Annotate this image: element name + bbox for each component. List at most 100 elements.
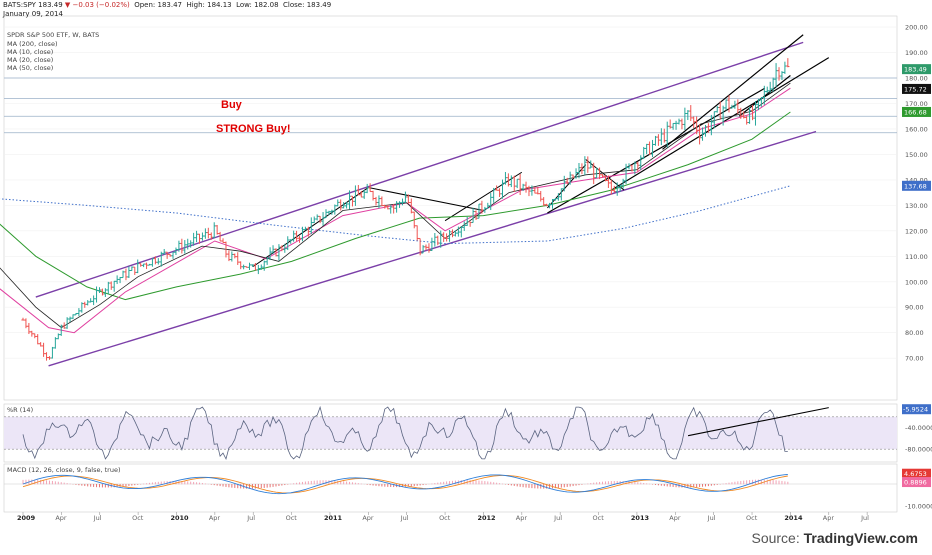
macd-histogram-bar (202, 483, 203, 484)
macd-histogram-bar (673, 484, 674, 487)
macd-histogram-bar (290, 484, 291, 485)
macd-histogram-bar (317, 480, 318, 484)
time-tick-label: Apr (209, 514, 221, 522)
time-tick-label: Oct (746, 514, 758, 522)
macd-histogram-bar (128, 484, 129, 486)
macd-histogram-bar (587, 483, 588, 484)
macd-histogram-bar (420, 484, 421, 485)
macd-histogram-bar (308, 481, 309, 484)
macd-histogram-bar (517, 484, 518, 486)
legend-series[interactable]: SPDR S&P 500 ETF, W, BATS (7, 31, 99, 39)
time-tick-label: Apr (55, 514, 67, 522)
macd-histogram-bar (96, 484, 97, 487)
legend-ma50[interactable]: MA (50, close) (7, 64, 53, 72)
price-tick-label: 170.00 (905, 100, 928, 108)
macd-histogram-bar (384, 484, 385, 487)
macd-histogram-bar (149, 483, 150, 484)
macd-histogram-bar (267, 484, 268, 488)
macd-histogram-bar (599, 482, 600, 484)
legend-ma200[interactable]: MA (200, close) (7, 40, 57, 48)
macd-histogram-bar (196, 482, 197, 484)
macd-histogram-bar (637, 482, 638, 484)
macd-histogram-bar (125, 484, 126, 486)
time-tick-label: Jul (400, 514, 409, 522)
macd-histogram-bar (261, 484, 262, 488)
close-label: Close: (283, 1, 304, 9)
macd-histogram-bar (581, 484, 582, 485)
macd-histogram-bar (493, 482, 494, 484)
macd-histogram-bar (61, 482, 62, 484)
legend-ma20[interactable]: MA (20, close) (7, 56, 53, 64)
source-credit: Source: TradingView.com (751, 530, 918, 546)
time-tick-label: Apr (669, 514, 681, 522)
wr-band (4, 417, 897, 449)
macd-histogram-bar (270, 484, 271, 487)
macd-histogram-bar (255, 484, 256, 489)
macd-histogram-bar (143, 484, 144, 485)
macd-histogram-bar (187, 481, 188, 484)
macd-histogram-bar (437, 483, 438, 485)
macd-histogram-bar (40, 480, 41, 484)
price-panel-frame (4, 16, 897, 400)
low-value: 182.08 (254, 1, 279, 9)
macd-histogram-bar (655, 484, 656, 485)
macd-histogram-bar (311, 481, 312, 484)
strong-buy-annotation: STRONG Buy! (216, 123, 291, 135)
macd-histogram-bar (146, 483, 147, 484)
ma200-line (0, 186, 790, 244)
macd-histogram-bar (225, 484, 226, 487)
price-tick-label: 100.00 (905, 278, 928, 286)
price-badge-label: 166.68 (904, 108, 927, 116)
macd-histogram-bar (561, 484, 562, 488)
trend-line (739, 75, 790, 116)
wr-badge-label: -5.9524 (903, 406, 928, 414)
macd-histogram-bar (84, 484, 85, 486)
macd-histogram-bar (299, 482, 300, 484)
macd-histogram-bar (702, 484, 703, 487)
macd-histogram-bar (726, 483, 727, 484)
macd-histogram-bar (305, 482, 306, 485)
macd-histogram-bar (358, 483, 359, 484)
macd-histogram-bar (658, 484, 659, 485)
macd-histogram-bar (346, 482, 347, 485)
macd-histogram-bar (499, 483, 500, 484)
macd-histogram-bar (446, 481, 447, 484)
macd-histogram-bar (787, 482, 788, 485)
channel-upper-line (36, 42, 803, 297)
macd-histogram-bar (440, 482, 441, 484)
macd-histogram-bar (223, 484, 224, 487)
macd-histogram-bar (58, 482, 59, 485)
symbol: BATS:SPY (3, 1, 36, 9)
source-prefix: Source: (751, 530, 803, 546)
macd-histogram-bar (296, 483, 297, 485)
macd-histogram-bar (596, 482, 597, 484)
legend-ma10[interactable]: MA (10, close) (7, 48, 53, 56)
macd-histogram-bar (199, 483, 200, 485)
time-tick-label: Oct (593, 514, 605, 522)
macd-histogram-bar (240, 484, 241, 488)
macd-histogram-bar (714, 484, 715, 485)
macd-histogram-bar (152, 482, 153, 484)
macd-histogram-bar (49, 481, 50, 485)
macd-histogram-bar (740, 481, 741, 484)
macd-histogram-bar (25, 480, 26, 485)
price-badge-label: 137.68 (904, 182, 927, 190)
price-tick-label: 130.00 (905, 202, 928, 210)
macd-histogram-bar (476, 480, 477, 484)
time-tick-label: Apr (823, 514, 835, 522)
macd-histogram-bar (281, 484, 282, 486)
price-tick-label: 120.00 (905, 227, 928, 235)
macd-histogram-bar (752, 480, 753, 484)
time-tick-label: Jul (553, 514, 562, 522)
macd-histogram-bar (417, 484, 418, 486)
macd-histogram-bar (426, 484, 427, 485)
macd-histogram-bar (81, 484, 82, 486)
macd-histogram-bar (414, 484, 415, 486)
macd-histogram-bar (634, 482, 635, 484)
macd-histogram-bar (523, 484, 524, 487)
last-price: 183.49 (38, 1, 63, 9)
macd-histogram-bar (352, 482, 353, 484)
macd-histogram-bar (52, 481, 53, 484)
